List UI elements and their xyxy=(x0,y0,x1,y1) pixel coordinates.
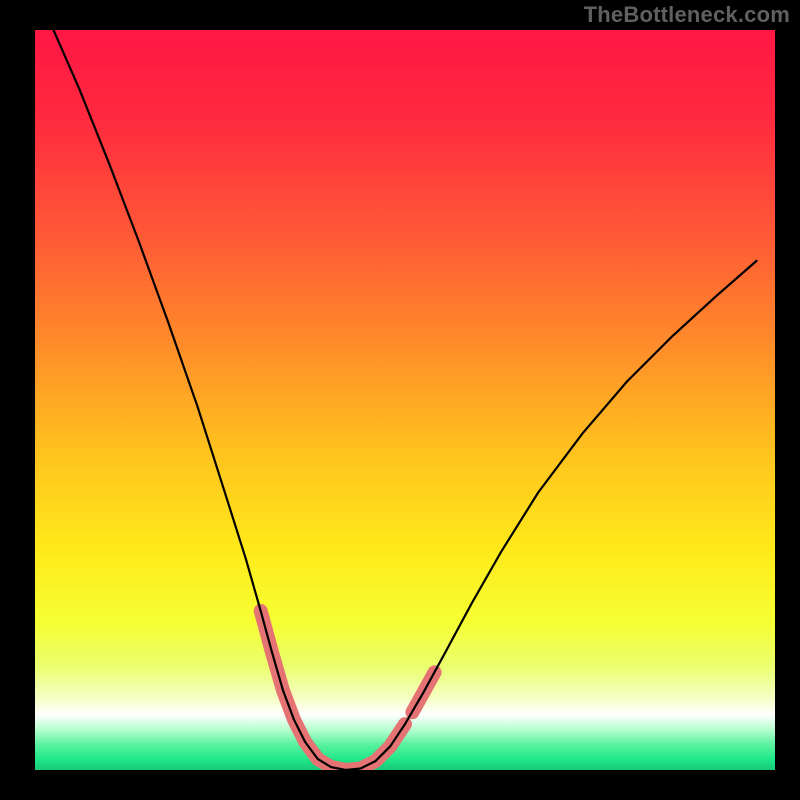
watermark-text: TheBottleneck.com xyxy=(584,2,790,28)
chart-stage: TheBottleneck.com xyxy=(0,0,800,800)
bottleneck-curve-chart xyxy=(0,0,800,800)
gradient-plot-area xyxy=(35,30,775,770)
